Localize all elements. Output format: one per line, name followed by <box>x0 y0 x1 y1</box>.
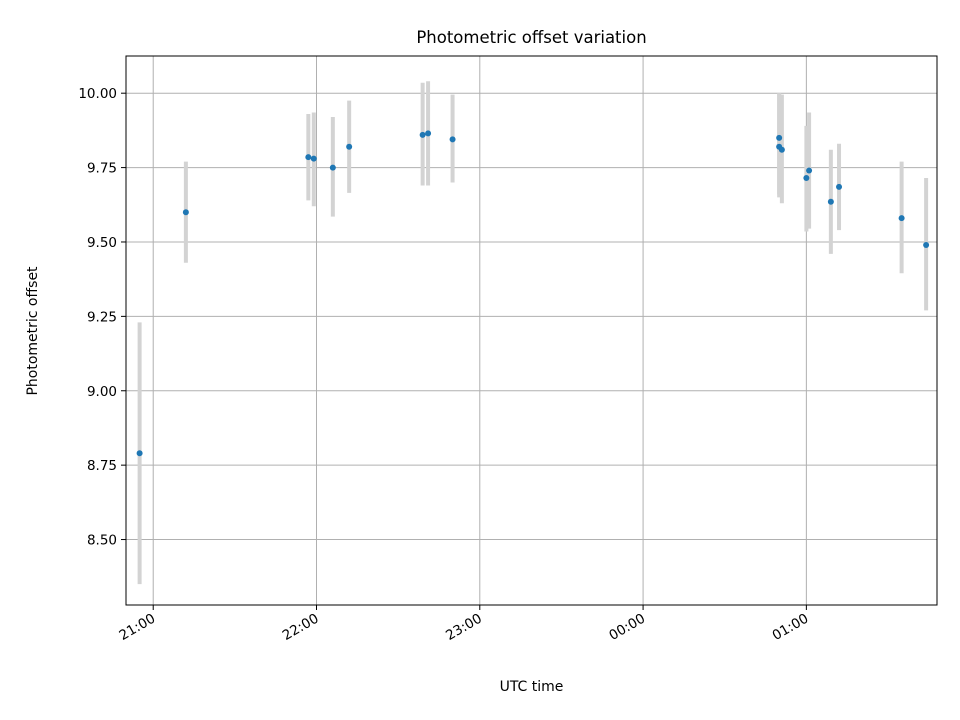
data-point <box>827 198 834 205</box>
y-tick-label: 9.50 <box>87 235 117 251</box>
data-point <box>898 215 905 222</box>
data-point <box>776 134 783 141</box>
data-point <box>136 450 143 457</box>
data-point <box>806 167 813 174</box>
data-point <box>346 143 353 150</box>
data-point <box>182 209 189 216</box>
data-points <box>136 130 930 457</box>
y-tick-label: 10.00 <box>78 86 117 102</box>
data-point <box>419 131 426 138</box>
chart-title: Photometric offset variation <box>416 28 646 47</box>
data-point <box>425 130 432 137</box>
data-point <box>449 136 456 143</box>
data-point <box>310 155 317 162</box>
data-point <box>778 146 785 153</box>
data-point <box>836 183 843 190</box>
y-tick-label: 9.25 <box>87 309 117 325</box>
data-point <box>305 154 312 161</box>
data-point <box>329 164 336 171</box>
y-tick-label: 8.50 <box>87 533 117 549</box>
y-tick-label: 8.75 <box>87 458 117 474</box>
y-axis-label: Photometric offset <box>25 266 41 396</box>
grid <box>126 56 937 605</box>
plot-frame <box>125 55 938 606</box>
y-tick-label: 9.00 <box>87 384 117 400</box>
y-tick-label: 9.75 <box>87 161 117 177</box>
data-point <box>923 241 930 248</box>
x-axis-label: UTC time <box>500 679 564 695</box>
data-point <box>803 175 810 181</box>
